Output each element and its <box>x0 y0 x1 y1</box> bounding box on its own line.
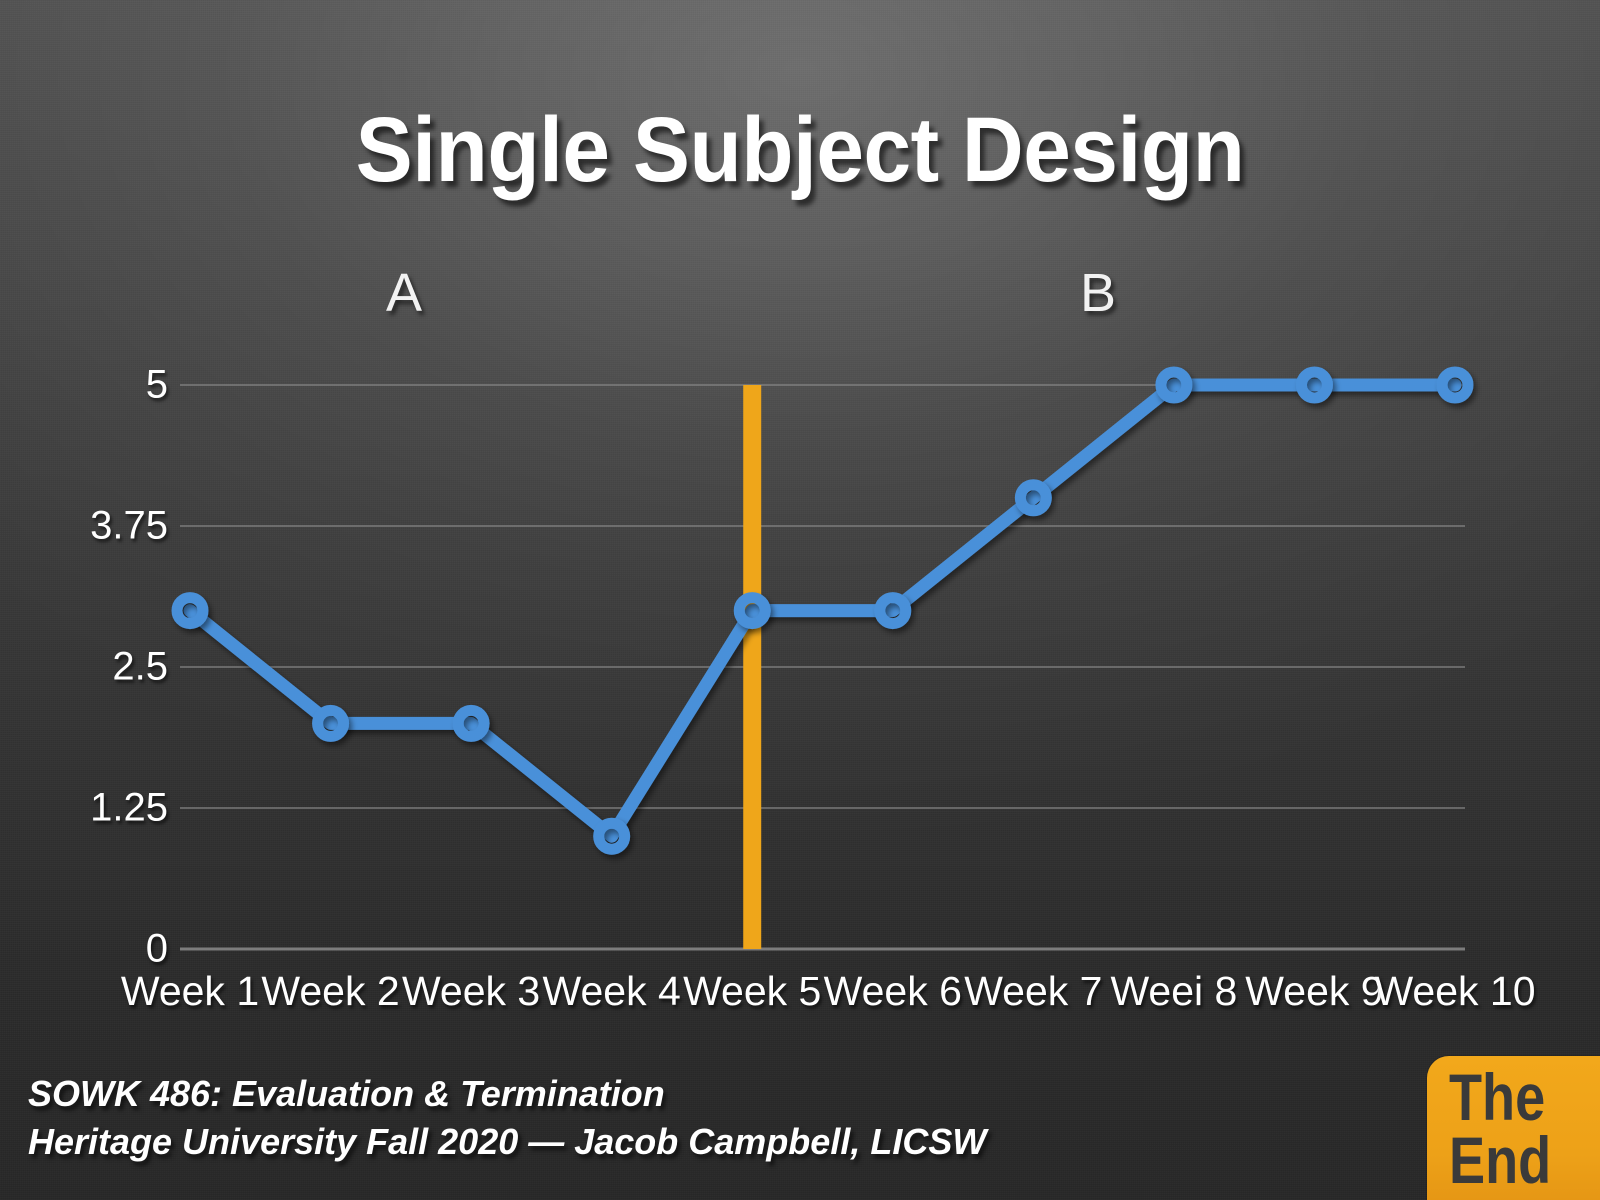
y-tick-label: 3.75 <box>90 503 168 548</box>
phase-change-marker <box>743 385 762 949</box>
data-point-marker <box>733 592 771 630</box>
the-end-label: The End <box>1449 1060 1552 1198</box>
x-tick-label: Week 1 <box>120 968 260 1014</box>
footer-course: SOWK 486: Evaluation & Termination <box>28 1072 665 1114</box>
phase-label-b: B <box>1080 263 1117 323</box>
y-tick-label: 5 <box>145 362 168 407</box>
footer-institution: Heritage University Fall 2020 — Jacob Ca… <box>28 1120 987 1162</box>
phase-label-a: A <box>386 263 423 323</box>
x-tick-label: Week 7 <box>964 968 1103 1014</box>
data-line <box>183 378 1462 843</box>
x-tick-label: Week 4 <box>542 968 681 1014</box>
x-tick-label: Week 5 <box>683 968 822 1014</box>
data-point-marker <box>1155 366 1193 404</box>
data-point-marker <box>1014 479 1052 517</box>
y-tick-label: 2.5 <box>112 644 168 689</box>
data-point-marker <box>171 592 209 630</box>
data-point-marker <box>874 592 912 630</box>
data-point-marker <box>1436 366 1474 404</box>
phase-change-line <box>743 385 762 949</box>
series-line <box>183 378 1462 843</box>
y-tick-label: 0 <box>145 926 168 971</box>
x-tick-label: Week 10 <box>1374 968 1536 1014</box>
data-point-marker <box>312 704 350 742</box>
data-markers <box>171 366 1474 855</box>
chart-gridlines <box>180 384 1465 951</box>
y-tick-label: 1.25 <box>90 785 168 830</box>
x-tick-label: Week 2 <box>261 968 400 1014</box>
x-tick-label: Week 9 <box>1245 968 1384 1014</box>
data-point-marker <box>452 704 490 742</box>
x-tick-label: Week 3 <box>401 968 541 1014</box>
the-end-badge: The End <box>1427 1056 1600 1200</box>
page-title: Single Subject Design <box>355 99 1245 201</box>
footer: SOWK 486: Evaluation & Termination Herit… <box>28 1070 986 1166</box>
data-point-marker <box>593 817 631 855</box>
x-tick-label: Week 6 <box>823 968 962 1014</box>
data-point-marker <box>1295 366 1333 404</box>
x-tick-label: Weei 8 <box>1110 968 1238 1014</box>
